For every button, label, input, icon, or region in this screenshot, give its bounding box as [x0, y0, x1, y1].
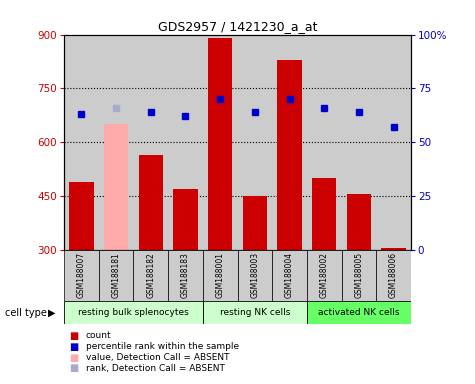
Text: ▶: ▶: [48, 308, 55, 318]
Text: GSM188005: GSM188005: [354, 252, 363, 298]
Text: ■: ■: [69, 353, 78, 362]
Bar: [133, 250, 168, 301]
Text: GSM188007: GSM188007: [77, 252, 86, 298]
Bar: [64, 35, 99, 250]
Text: activated NK cells: activated NK cells: [318, 308, 399, 318]
Bar: [168, 250, 203, 301]
Text: resting NK cells: resting NK cells: [219, 308, 290, 318]
Bar: [238, 35, 272, 250]
Bar: [238, 250, 272, 301]
Bar: [168, 35, 203, 250]
Bar: [139, 155, 163, 250]
Text: ■: ■: [69, 342, 78, 352]
Bar: [99, 250, 133, 301]
Text: cell type: cell type: [5, 308, 47, 318]
Bar: [69, 182, 94, 250]
Title: GDS2957 / 1421230_a_at: GDS2957 / 1421230_a_at: [158, 20, 317, 33]
Text: GSM188182: GSM188182: [146, 252, 155, 298]
Bar: [203, 35, 238, 250]
Text: GSM188002: GSM188002: [320, 252, 329, 298]
Bar: [203, 250, 238, 301]
Bar: [64, 301, 203, 324]
Bar: [272, 35, 307, 250]
Text: rank, Detection Call = ABSENT: rank, Detection Call = ABSENT: [86, 364, 224, 373]
Bar: [104, 124, 128, 250]
Bar: [347, 194, 371, 250]
Bar: [307, 301, 411, 324]
Text: GSM188181: GSM188181: [112, 252, 121, 298]
Text: percentile rank within the sample: percentile rank within the sample: [86, 342, 238, 351]
Text: value, Detection Call = ABSENT: value, Detection Call = ABSENT: [86, 353, 229, 362]
Text: GSM188183: GSM188183: [181, 252, 190, 298]
Text: count: count: [86, 331, 111, 341]
Bar: [203, 301, 307, 324]
Bar: [243, 196, 267, 250]
Bar: [99, 35, 133, 250]
Bar: [272, 250, 307, 301]
Bar: [312, 178, 336, 250]
Text: ■: ■: [69, 363, 78, 373]
Bar: [376, 35, 411, 250]
Text: resting bulk splenocytes: resting bulk splenocytes: [78, 308, 189, 318]
Bar: [133, 35, 168, 250]
Text: GSM188006: GSM188006: [389, 252, 398, 298]
Text: ■: ■: [69, 331, 78, 341]
Bar: [307, 35, 342, 250]
Text: GSM188004: GSM188004: [285, 252, 294, 298]
Bar: [208, 38, 232, 250]
Text: GSM188001: GSM188001: [216, 252, 225, 298]
Text: GSM188003: GSM188003: [250, 252, 259, 298]
Bar: [381, 248, 406, 250]
Bar: [277, 60, 302, 250]
Bar: [307, 250, 342, 301]
Bar: [376, 250, 411, 301]
Bar: [342, 35, 376, 250]
Bar: [173, 189, 198, 250]
Bar: [64, 250, 99, 301]
Bar: [342, 250, 376, 301]
